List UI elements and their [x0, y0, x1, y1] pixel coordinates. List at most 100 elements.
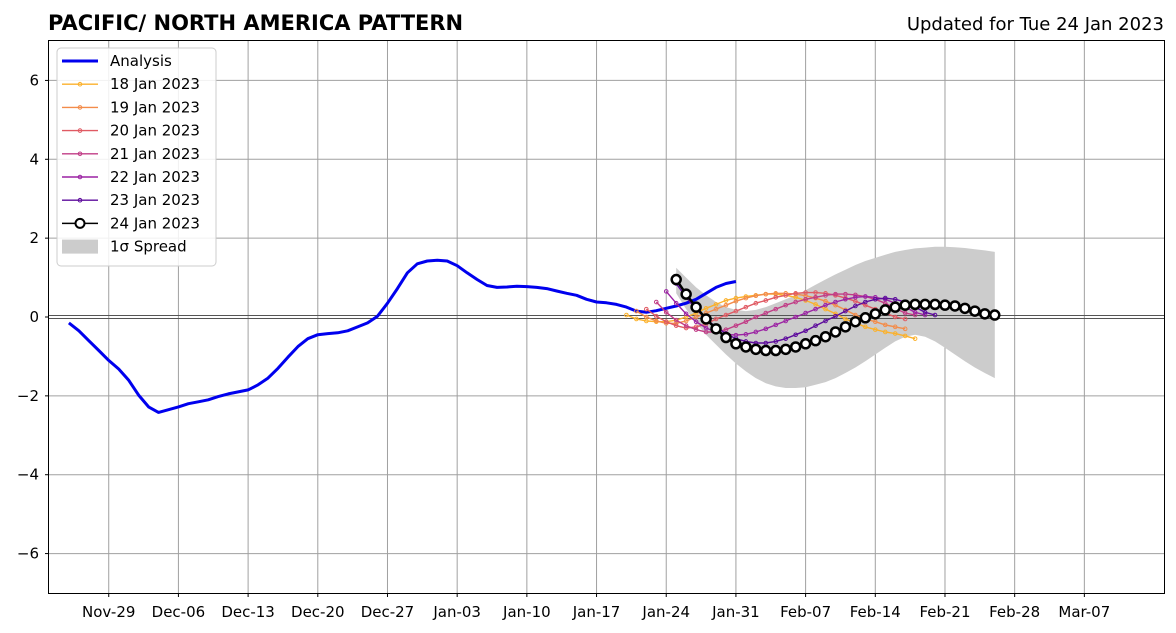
- forecast-point: [634, 308, 639, 314]
- forecast-point: [773, 339, 779, 344]
- forecast-point: [912, 309, 918, 315]
- current-forecast-point: [700, 313, 712, 325]
- forecast-point: [783, 293, 788, 298]
- forecast-point: [763, 310, 769, 316]
- current-forecast-point: [899, 299, 911, 311]
- forecast-point: [624, 312, 629, 318]
- forecast-point: [843, 308, 848, 314]
- forecast-point: [863, 324, 868, 330]
- forecast-point: [763, 298, 769, 303]
- forecast-point: [713, 302, 719, 307]
- forecast-point: [773, 294, 779, 300]
- forecast-point: [793, 314, 798, 320]
- legend-box: [56, 47, 217, 267]
- legend-swatch-marker: [77, 81, 83, 87]
- forecast-point: [912, 312, 918, 318]
- forecast-point: [853, 294, 858, 300]
- forecast-point: [644, 306, 649, 312]
- legend-label: 24 Jan 2023: [110, 214, 200, 232]
- forecast-point: [663, 289, 669, 294]
- forecast-point: [753, 293, 759, 299]
- y-tick-label: −6: [17, 545, 39, 563]
- forecast-point: [813, 290, 818, 295]
- current-forecast-point: [799, 338, 812, 350]
- forecast-point: [773, 322, 779, 328]
- forecast-point: [653, 299, 659, 305]
- x-tick-label: Dec-06: [152, 603, 206, 621]
- spread-band: [676, 246, 995, 388]
- current-forecast-point: [979, 308, 991, 320]
- y-tick-label: 0: [29, 308, 39, 326]
- forecast-point: [703, 306, 709, 311]
- forecast-point: [693, 324, 699, 330]
- current-forecast-point: [819, 330, 832, 343]
- forecast-point: [813, 294, 818, 300]
- x-tick-label: Feb-14: [850, 603, 901, 621]
- forecast-point: [673, 323, 679, 328]
- current-forecast-point: [690, 301, 702, 313]
- forecast-point: [703, 325, 709, 331]
- current-forecast-point: [769, 344, 782, 357]
- y-tick-label: −4: [17, 466, 39, 484]
- forecast-point: [803, 290, 808, 295]
- legend-swatch-marker: [77, 128, 83, 133]
- chart-title: PACIFIC/ NORTH AMERICA PATTERN: [48, 11, 463, 35]
- forecast-point: [823, 318, 828, 324]
- current-forecast-point: [919, 298, 931, 311]
- current-forecast-point: [929, 298, 941, 311]
- forecast-point: [763, 326, 769, 332]
- forecast-point: [803, 310, 808, 316]
- forecast-point: [743, 304, 749, 310]
- spread-band-layer: [676, 246, 995, 388]
- current-forecast-point: [969, 305, 981, 317]
- current-forecast-point: [989, 309, 1001, 321]
- x-tick-label: Jan-31: [711, 603, 760, 621]
- forecast-point: [753, 314, 759, 320]
- current-forecast-point: [680, 288, 692, 300]
- forecast-point: [823, 293, 828, 298]
- forecast-point: [653, 313, 659, 319]
- x-tick-label: Dec-27: [361, 603, 415, 621]
- current-forecast-point: [740, 341, 752, 353]
- forecast-point: [902, 310, 908, 316]
- current-forecast-point: [809, 334, 822, 347]
- forecast-point: [902, 326, 908, 332]
- forecast-point: [863, 294, 868, 299]
- forecast-point: [872, 296, 878, 302]
- forecast-point: [683, 323, 689, 328]
- current-forecast-point: [869, 308, 882, 320]
- current-forecast-point: [779, 343, 792, 356]
- current-forecast-point: [670, 273, 682, 286]
- x-tick-label: Feb-07: [780, 603, 831, 621]
- current-forecast-point: [889, 301, 901, 313]
- legend-label: 1σ Spread: [110, 238, 187, 256]
- forecast-point: [753, 329, 759, 335]
- legend-swatch-marker: [74, 217, 86, 229]
- forecast-point: [653, 318, 659, 324]
- legend-swatch-spread: [62, 239, 98, 254]
- current-forecast-point: [829, 326, 842, 338]
- forecast-point: [793, 291, 798, 296]
- forecast-point: [793, 299, 798, 305]
- x-tick-label: Mar-07: [1058, 603, 1110, 621]
- legend-swatch-marker: [77, 174, 83, 180]
- forecast-point: [843, 316, 848, 322]
- forecast-point: [882, 322, 888, 328]
- forecast-point: [753, 300, 759, 306]
- forecast-point: [783, 318, 788, 324]
- legend-label: Analysis: [110, 52, 172, 70]
- current-forecast-point: [720, 331, 732, 344]
- forecast-point: [892, 314, 898, 320]
- forecast-point: [803, 328, 808, 334]
- forecast-point: [683, 311, 689, 317]
- forecast-point: [783, 336, 788, 341]
- x-tick-label: Dec-13: [221, 603, 275, 621]
- current-forecast-point: [789, 341, 802, 353]
- legend-label: 23 Jan 2023: [110, 191, 200, 209]
- forecast-point: [882, 295, 888, 301]
- series-layer: [67, 258, 1001, 414]
- x-tick-label: Feb-21: [919, 603, 970, 621]
- forecast-point: [813, 302, 818, 307]
- forecast-point: [863, 299, 868, 305]
- legend-swatch-marker: [77, 197, 83, 203]
